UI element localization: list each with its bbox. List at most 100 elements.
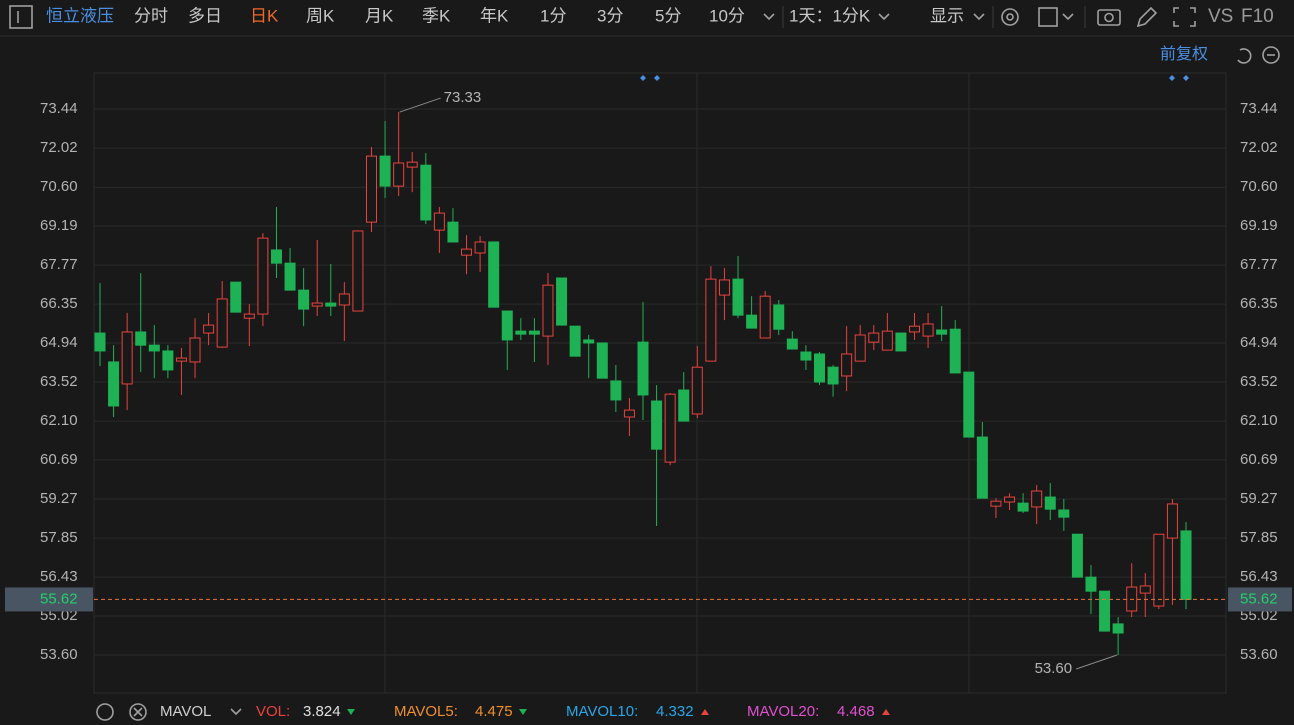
y-tick-label-right: 57.85	[1240, 529, 1278, 546]
vs-button[interactable]: VS	[1208, 6, 1233, 27]
up-arrow	[882, 709, 890, 715]
reset-icon[interactable]	[1237, 48, 1252, 64]
y-tick-label-right: 70.60	[1240, 178, 1278, 195]
candle-body	[1031, 490, 1043, 508]
candle-body	[257, 237, 269, 315]
candle-body	[1153, 533, 1165, 607]
tab[interactable]: 3分	[597, 6, 623, 25]
settings-icon[interactable]	[1001, 8, 1019, 26]
candle-body	[501, 310, 513, 341]
candle-body	[203, 324, 215, 334]
menu-icon[interactable]	[9, 5, 33, 29]
candle-body	[623, 409, 635, 418]
candle-body	[148, 344, 160, 352]
camera-lens	[1104, 12, 1114, 23]
candle-body	[827, 366, 839, 385]
candle-body	[732, 278, 744, 316]
candle-body	[678, 389, 690, 422]
y-tick-label: 66.35	[40, 295, 78, 312]
chevron[interactable]	[763, 13, 775, 21]
event-marker[interactable]	[640, 75, 646, 81]
y-tick-label-right: 59.27	[1240, 490, 1278, 507]
candle-body	[189, 337, 201, 363]
candle-body	[1112, 623, 1124, 634]
tab[interactable]: 季K	[422, 6, 451, 25]
display-menu[interactable]: 显示	[930, 6, 964, 25]
candle-body	[1044, 496, 1056, 510]
tab[interactable]: 年K	[480, 6, 509, 25]
candle-body	[895, 332, 907, 352]
event-markers	[640, 75, 1189, 81]
indicator-label: MAVOL10:	[566, 703, 638, 720]
camera-icon[interactable]	[1097, 9, 1121, 26]
indicator-close[interactable]	[129, 703, 147, 721]
candle-body	[909, 325, 920, 333]
candle-body	[773, 304, 785, 330]
event-marker[interactable]	[1183, 75, 1189, 81]
candle-body	[596, 342, 608, 379]
event-marker[interactable]	[654, 75, 660, 81]
y-tick-label-right: 67.77	[1240, 256, 1278, 273]
fullscreen-icon[interactable]	[1173, 7, 1196, 27]
indicator-label: VOL:	[256, 703, 290, 720]
chevron[interactable]	[878, 13, 890, 21]
y-tick-label: 69.19	[40, 217, 78, 234]
f10-button[interactable]: F10	[1241, 6, 1274, 27]
period-select[interactable]: 1天：1分K	[789, 6, 871, 25]
candle-body	[1004, 496, 1016, 503]
indicator-settings[interactable]	[96, 703, 114, 721]
indicator-label: MAVOL5:	[394, 703, 458, 720]
candle-body	[338, 293, 350, 306]
chevron[interactable]	[973, 13, 985, 21]
adjust-mode[interactable]: 前复权	[1160, 45, 1208, 63]
y-tick-label-right: 53.60	[1240, 646, 1278, 663]
chevron[interactable]	[230, 708, 242, 716]
indicator-value: 4.475	[475, 703, 513, 720]
max-label: 73.33	[444, 89, 482, 106]
candle-body	[298, 289, 310, 310]
candle-body	[528, 330, 540, 335]
chevron[interactable]	[1062, 13, 1074, 21]
candle-body	[990, 500, 1002, 507]
y-tick-label: 59.27	[40, 490, 78, 507]
last-price-box	[5, 587, 93, 612]
draw-icon[interactable]	[1136, 6, 1158, 28]
tab[interactable]: 分时	[134, 6, 168, 25]
candle-body	[393, 162, 405, 187]
layout-icon[interactable]	[1038, 7, 1058, 27]
tab[interactable]: 10分	[709, 6, 745, 25]
candle-body	[1180, 530, 1192, 600]
candle-body	[610, 380, 622, 401]
tab[interactable]: 多日	[188, 6, 222, 25]
candle-body	[854, 334, 866, 362]
stock-name[interactable]: 恒立液压	[46, 6, 114, 25]
tab[interactable]: 1分	[540, 6, 566, 25]
tab[interactable]: 月K	[365, 6, 394, 25]
zoom-out-icon[interactable]	[1262, 46, 1280, 64]
candle-body	[108, 361, 120, 407]
candle-body	[556, 277, 568, 326]
candle-body	[406, 161, 418, 168]
event-marker[interactable]	[1169, 75, 1175, 81]
y-tick-label: 56.43	[40, 568, 78, 585]
y-tick-label: 63.52	[40, 373, 78, 390]
candle-body	[311, 302, 323, 307]
y-tick-label: 57.85	[40, 529, 78, 546]
tab[interactable]: 5分	[655, 6, 681, 25]
tab[interactable]: 周K	[306, 6, 335, 25]
y-tick-label: 70.60	[40, 178, 78, 195]
indicator-name[interactable]: MAVOL	[160, 703, 211, 720]
candle-body	[488, 241, 500, 308]
candle-body	[1017, 502, 1029, 512]
period-tabs: 分时 多日 日K 周K 月K 季K 年K 1分 3分 5分 10分	[134, 6, 745, 25]
y-tick-label: 72.02	[40, 139, 78, 156]
tab-active[interactable]: 日K	[250, 6, 279, 25]
candle-body	[175, 357, 187, 362]
candle-body	[515, 330, 527, 335]
candle-body	[1166, 503, 1178, 539]
candle-body	[379, 155, 391, 187]
candle-body	[976, 436, 988, 499]
last-price-label: 55.62	[40, 590, 78, 607]
candle-body	[94, 332, 106, 352]
